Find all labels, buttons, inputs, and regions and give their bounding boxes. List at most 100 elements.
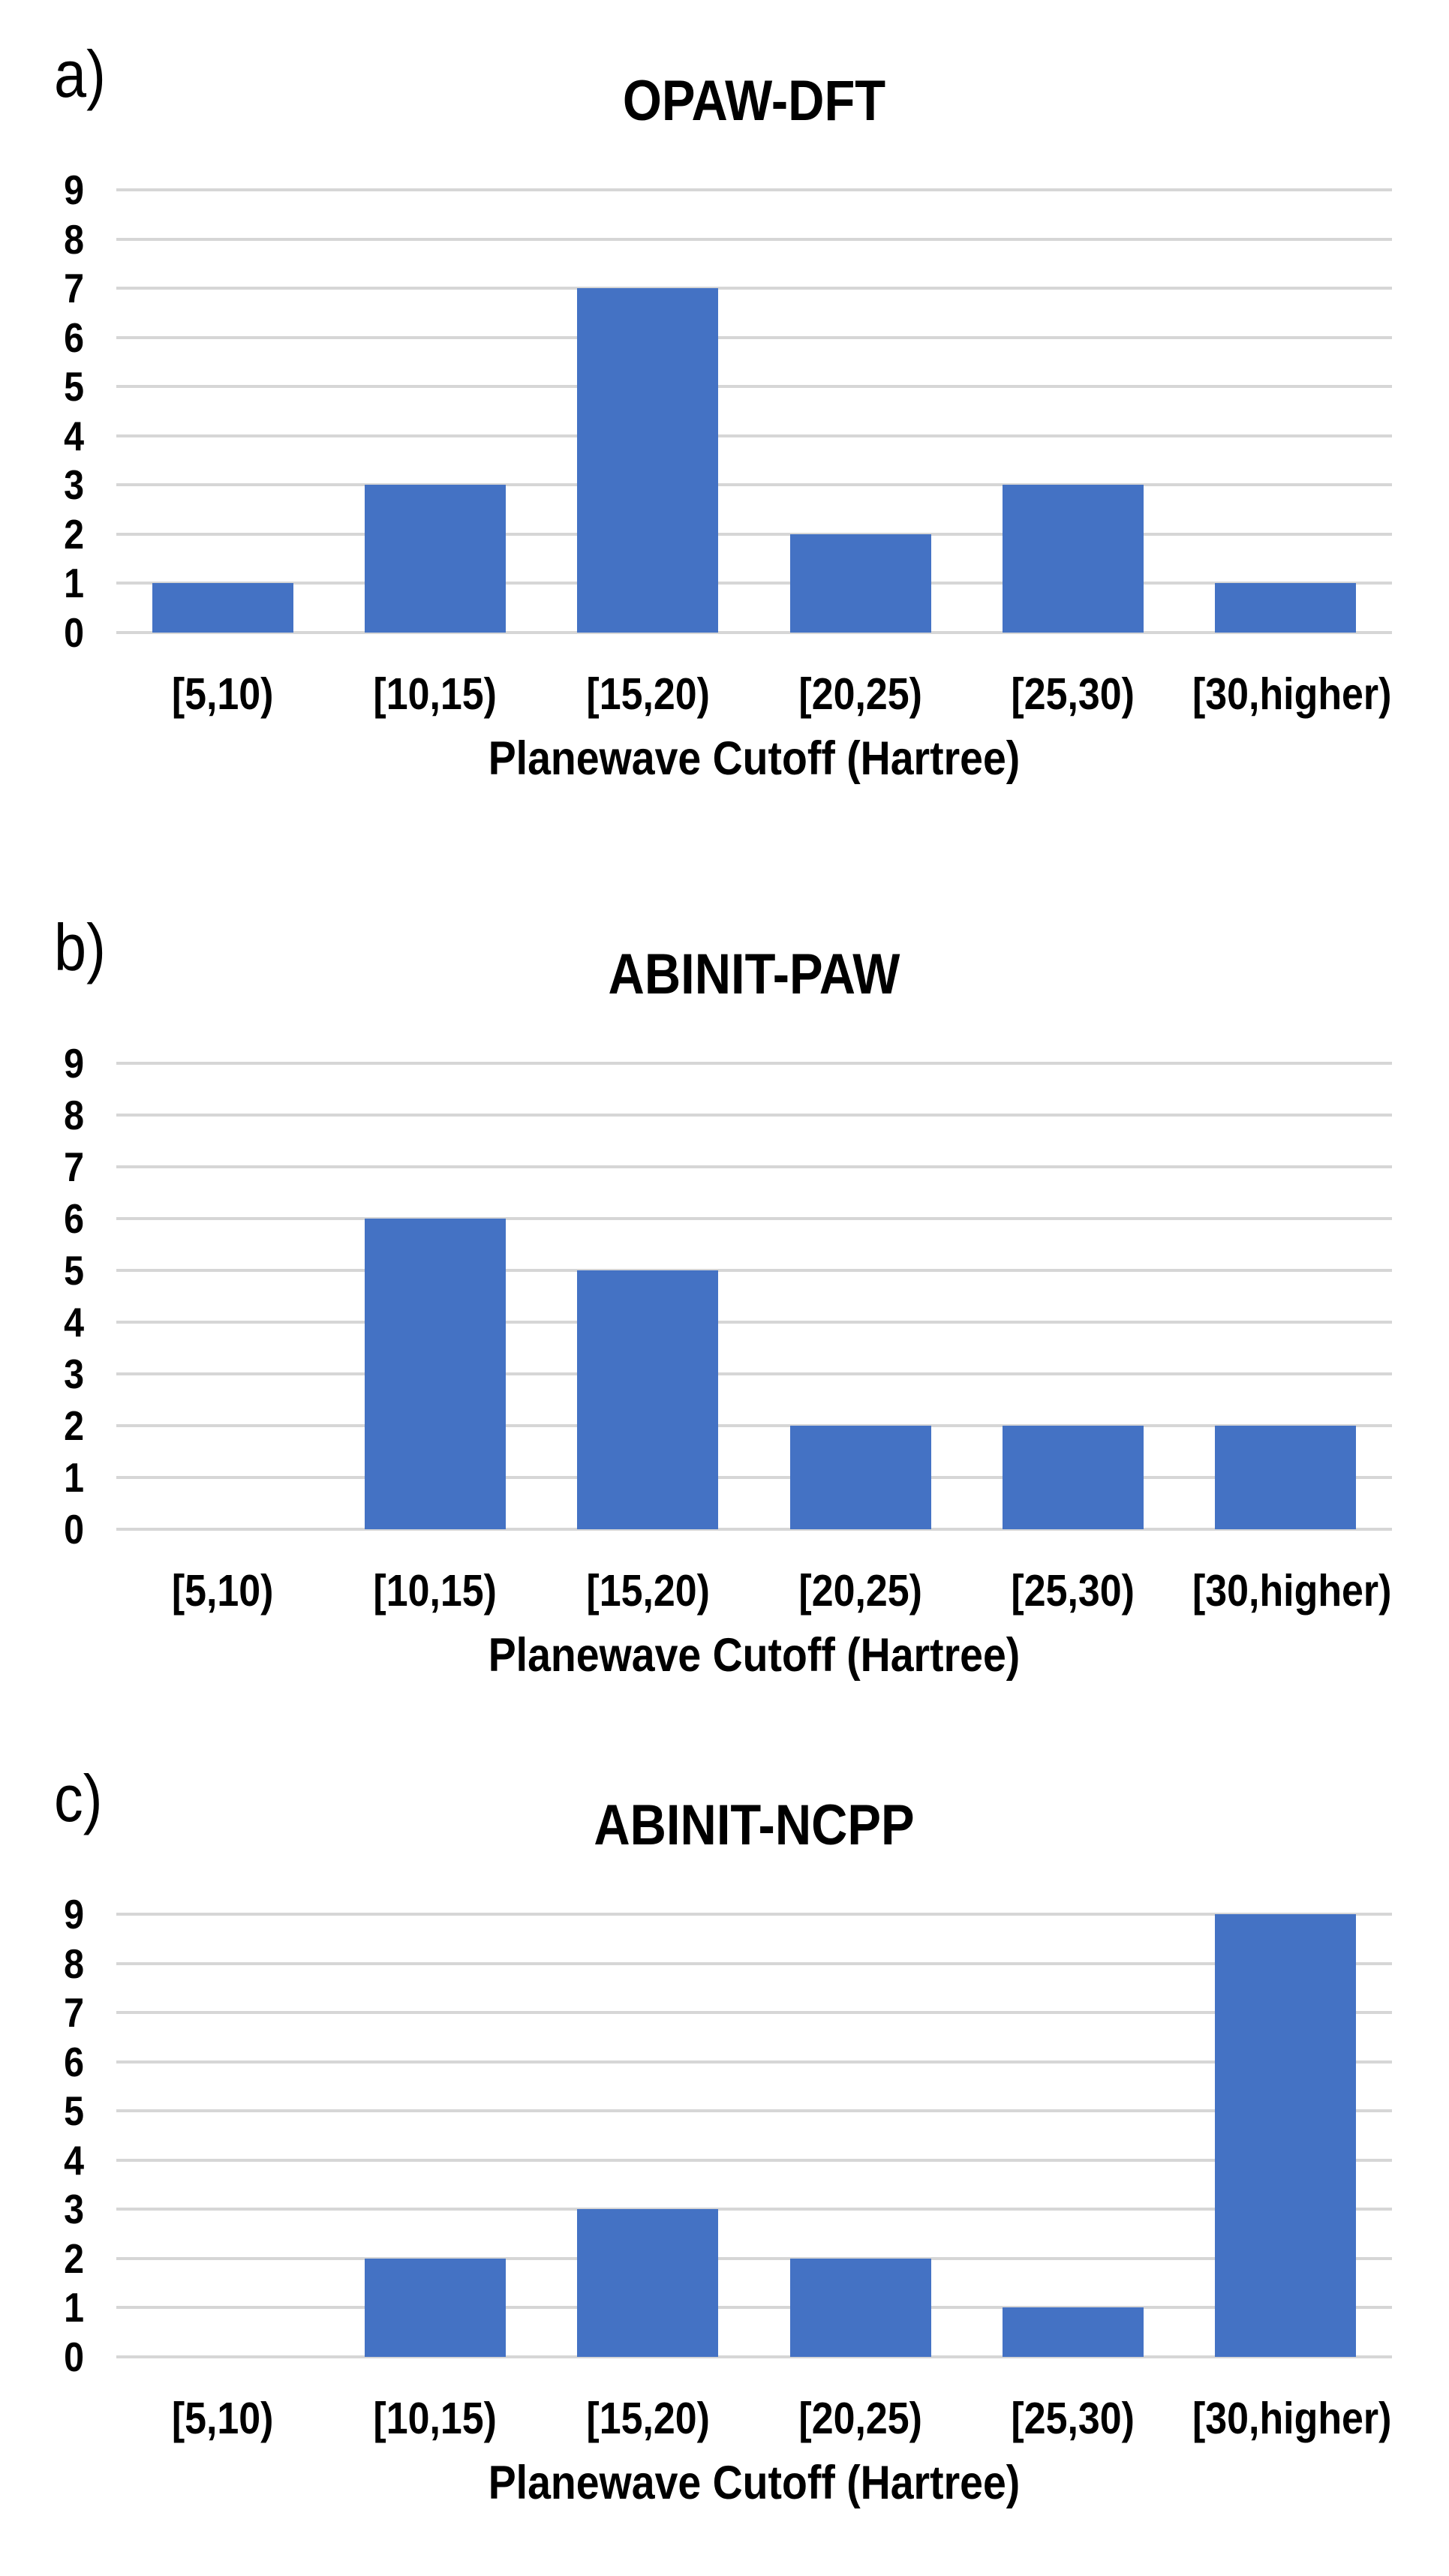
x-category-label: [5,10) [171, 1566, 274, 1616]
y-axis-tick-label: 3 [64, 1351, 84, 1397]
y-axis-tick-label: 6 [64, 2038, 84, 2085]
y-axis-tick-label: 4 [64, 1299, 84, 1345]
chart-title: OPAW-DFT [622, 69, 886, 133]
y-axis-tick-label: 3 [64, 461, 84, 509]
gridline [116, 2306, 1392, 2310]
x-axis-title: Planewave Cutoff (Hartree) [488, 1629, 1021, 1682]
bar-[30,higher) [1215, 1426, 1357, 1529]
plot-area [116, 1913, 1392, 2358]
y-axis-tick-label: 7 [64, 1989, 84, 2036]
gridline [116, 2355, 1392, 2358]
x-category-label: [25,30) [1011, 2394, 1135, 2443]
x-category-label: [30,higher) [1192, 2394, 1392, 2443]
x-axis-title: Planewave Cutoff (Hartree) [488, 2457, 1021, 2509]
gridline [116, 1114, 1392, 1117]
panel-label-c: c) [54, 1761, 103, 1835]
y-axis-tick-label: 9 [64, 1040, 84, 1087]
y-axis-tick-label: 3 [64, 2186, 84, 2233]
x-category-label: [15,20) [586, 2394, 710, 2443]
x-category-label: [20,25) [798, 1566, 922, 1616]
y-axis-tick-label: 9 [64, 1891, 84, 1937]
y-axis-tick-label: 5 [64, 1247, 84, 1294]
plot-area [116, 1062, 1392, 1531]
y-axis-tick-label: 7 [64, 1144, 84, 1190]
gridline [116, 1476, 1392, 1479]
y-axis-tick-label: 0 [64, 609, 84, 656]
gridline [116, 1321, 1392, 1324]
x-category-label: [15,20) [586, 1566, 710, 1616]
gridline [116, 2011, 1392, 2015]
bar-[25,30) [1003, 2307, 1144, 2357]
gridline [116, 2208, 1392, 2211]
bar-[25,30) [1003, 1426, 1144, 1529]
x-category-label: [10,15) [373, 669, 498, 719]
panel-label-a: a) [54, 37, 106, 111]
gridline [116, 237, 1392, 241]
x-category-label: [20,25) [798, 2394, 922, 2443]
bar-[15,20) [577, 288, 719, 633]
x-category-label: [25,30) [1011, 1566, 1135, 1616]
x-category-label: [10,15) [373, 2394, 498, 2443]
y-axis-tick-label: 4 [64, 412, 84, 459]
y-axis-tick-label: 2 [64, 2235, 84, 2282]
bar-[10,15) [365, 2258, 506, 2357]
y-axis-tick-label: 5 [64, 2088, 84, 2135]
gridline [116, 1528, 1392, 1531]
y-axis-tick-label: 8 [64, 1092, 84, 1138]
gridline [116, 188, 1392, 191]
y-axis-tick-label: 1 [64, 2284, 84, 2331]
bar-[10,15) [365, 485, 506, 633]
x-category-label: [30,higher) [1192, 669, 1392, 719]
y-axis-tick-label: 6 [64, 314, 84, 361]
gridline [116, 631, 1392, 634]
gridline [116, 532, 1392, 536]
y-axis-tick-label: 0 [64, 2334, 84, 2380]
plot-area [116, 188, 1392, 634]
bar-[20,25) [789, 1426, 931, 1529]
x-axis-title: Planewave Cutoff (Hartree) [488, 732, 1021, 785]
gridline [116, 1961, 1392, 1965]
y-axis-tick-label: 8 [64, 215, 84, 263]
x-category-label: [20,25) [798, 669, 922, 719]
gridline [116, 1062, 1392, 1065]
gridline [116, 1269, 1392, 1272]
bar-[10,15) [365, 1219, 506, 1529]
y-axis-tick-label: 1 [64, 1454, 84, 1501]
bar-[5,10) [152, 583, 293, 633]
y-axis-tick-label: 0 [64, 1506, 84, 1553]
gridline [116, 1372, 1392, 1375]
bar-[15,20) [577, 2209, 719, 2357]
y-axis-tick-label: 8 [64, 1940, 84, 1987]
gridline [116, 2060, 1392, 2064]
y-axis-tick-label: 2 [64, 510, 84, 558]
gridline [116, 1424, 1392, 1427]
x-category-label: [10,15) [373, 1566, 498, 1616]
y-axis-tick-label: 2 [64, 1402, 84, 1449]
gridline [116, 483, 1392, 487]
bar-[25,30) [1003, 485, 1144, 633]
x-category-label: [30,higher) [1192, 1566, 1392, 1616]
gridline [116, 1165, 1392, 1168]
y-axis-tick-label: 1 [64, 560, 84, 607]
gridline [116, 582, 1392, 585]
bar-[15,20) [577, 1270, 719, 1529]
gridline [116, 2109, 1392, 2113]
gridline [116, 434, 1392, 437]
y-axis-tick-label: 9 [64, 167, 84, 213]
panel-label-b: b) [54, 910, 106, 984]
bar-[30,higher) [1215, 583, 1357, 633]
x-category-label: [5,10) [171, 2394, 274, 2443]
gridline [116, 287, 1392, 290]
y-axis-tick-label: 4 [64, 2136, 84, 2184]
gridline [116, 335, 1392, 339]
y-axis-tick-label: 5 [64, 363, 84, 410]
y-axis-tick-label: 6 [64, 1195, 84, 1242]
chart-title: ABINIT-PAW [608, 942, 900, 1006]
chart-title: ABINIT-NCPP [594, 1793, 915, 1857]
x-category-label: [25,30) [1011, 669, 1135, 719]
x-category-label: [5,10) [171, 669, 274, 719]
bar-[30,higher) [1215, 1914, 1357, 2357]
